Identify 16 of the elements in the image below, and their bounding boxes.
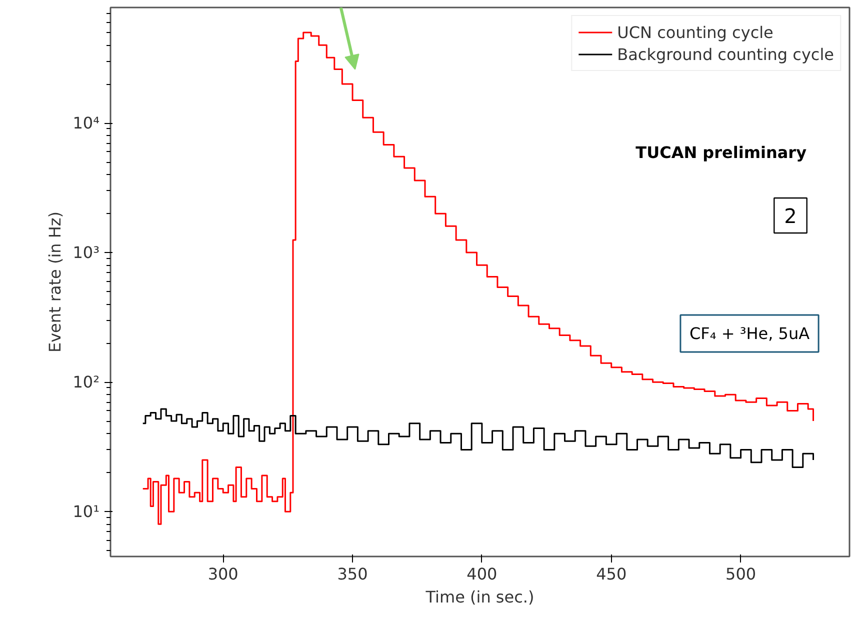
x-tick-label: 350 <box>337 564 368 584</box>
x-axis-title: Time (in sec.) <box>424 588 534 606</box>
legend-label: Background counting cycle <box>617 44 834 64</box>
annotation: CF₄ + ³He, 5uA <box>689 324 810 343</box>
x-tick-label: 300 <box>208 564 238 584</box>
y-tick-label: 10² <box>72 372 100 392</box>
x-tick-label: 500 <box>726 564 756 584</box>
y-tick-label: 10⁴ <box>72 114 100 133</box>
x-tick-label: 400 <box>466 564 498 584</box>
y-tick-label: 10³ <box>72 243 100 262</box>
x-tick-label: 450 <box>596 564 627 584</box>
legend-label: UCN counting cycle <box>617 22 774 42</box>
y-axis-title: Event rate (in Hz) <box>46 211 65 353</box>
annotation: 2 <box>784 204 797 228</box>
annotation: TUCAN preliminary <box>636 143 808 162</box>
y-tick-label: 10¹ <box>72 502 100 522</box>
